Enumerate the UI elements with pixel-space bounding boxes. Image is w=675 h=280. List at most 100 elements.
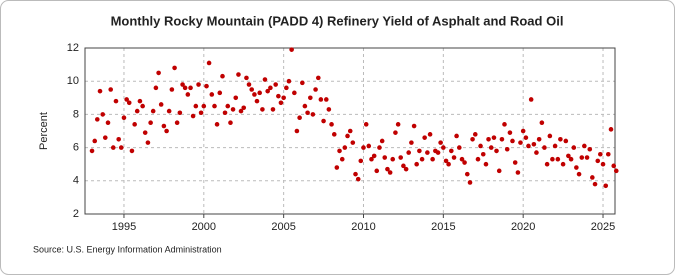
point	[417, 148, 422, 154]
point	[499, 137, 505, 142]
source-note: Source: U.S. Energy Information Administ…	[33, 244, 222, 254]
point	[206, 60, 212, 66]
point	[488, 145, 494, 150]
point	[172, 65, 177, 71]
point	[494, 148, 499, 154]
point	[124, 97, 129, 102]
point	[164, 128, 169, 134]
point	[89, 148, 95, 154]
point	[523, 135, 529, 140]
point	[563, 138, 569, 144]
x-tick-label: 2005	[271, 221, 295, 233]
point	[156, 70, 161, 76]
point	[613, 168, 619, 174]
point	[257, 90, 262, 96]
point	[443, 158, 449, 164]
point	[379, 138, 385, 144]
point	[353, 171, 358, 177]
point	[222, 110, 228, 116]
point	[558, 137, 563, 142]
y-axis-label: Percent	[38, 112, 50, 150]
point	[177, 110, 183, 116]
point	[393, 130, 398, 135]
point	[347, 128, 353, 134]
point	[193, 103, 199, 109]
point	[145, 140, 151, 145]
point	[409, 140, 414, 145]
point	[395, 122, 401, 127]
point	[158, 102, 164, 107]
point	[371, 153, 377, 159]
point	[236, 72, 241, 77]
point	[294, 128, 300, 134]
point	[566, 153, 571, 159]
point	[422, 135, 427, 140]
point	[582, 143, 587, 149]
point	[502, 122, 507, 127]
point	[512, 160, 518, 165]
point	[598, 151, 603, 157]
point	[446, 161, 451, 167]
y-tick-label: 8	[73, 108, 79, 120]
point	[196, 82, 201, 87]
point	[166, 108, 172, 114]
point	[225, 103, 231, 109]
point	[188, 85, 193, 91]
point	[252, 92, 257, 97]
point	[611, 163, 617, 169]
point	[339, 156, 345, 162]
point	[361, 145, 366, 150]
point	[249, 87, 255, 92]
point	[142, 130, 148, 135]
point	[608, 127, 614, 132]
point	[244, 75, 249, 81]
point	[454, 133, 459, 139]
point	[390, 156, 396, 162]
point	[300, 80, 305, 86]
point	[411, 123, 417, 129]
point	[369, 156, 374, 162]
x-tick-label: 2020	[511, 221, 535, 233]
point	[198, 110, 204, 116]
point	[238, 108, 244, 114]
point	[419, 156, 425, 162]
x-tick-label: 2025	[591, 221, 615, 233]
point	[600, 161, 606, 167]
point	[318, 97, 324, 102]
point	[308, 95, 313, 101]
point	[334, 165, 340, 170]
point	[190, 113, 196, 119]
point	[403, 166, 409, 172]
point	[126, 100, 132, 106]
point	[185, 92, 191, 97]
point	[534, 150, 539, 155]
point	[486, 137, 491, 142]
point	[550, 156, 555, 162]
point	[302, 103, 308, 109]
point	[132, 122, 137, 127]
point	[539, 120, 545, 125]
y-tick-label: 10	[67, 75, 79, 87]
plot-area: 2 4 6 8 10 12 1995 2000 2005 2010 2015 2020 2025	[67, 42, 619, 233]
point	[94, 117, 100, 122]
point	[105, 120, 111, 125]
point	[526, 143, 531, 149]
point	[153, 85, 159, 91]
point	[358, 158, 364, 164]
point	[329, 122, 334, 127]
point	[209, 92, 215, 97]
point	[441, 145, 446, 150]
point	[110, 145, 116, 150]
point	[576, 171, 582, 177]
point	[241, 105, 247, 111]
point	[510, 138, 515, 144]
point	[118, 145, 124, 150]
point	[425, 150, 430, 155]
point	[587, 146, 593, 152]
y-tick-label: 12	[67, 42, 79, 54]
point	[401, 163, 406, 169]
point	[220, 73, 225, 79]
point	[470, 137, 475, 142]
